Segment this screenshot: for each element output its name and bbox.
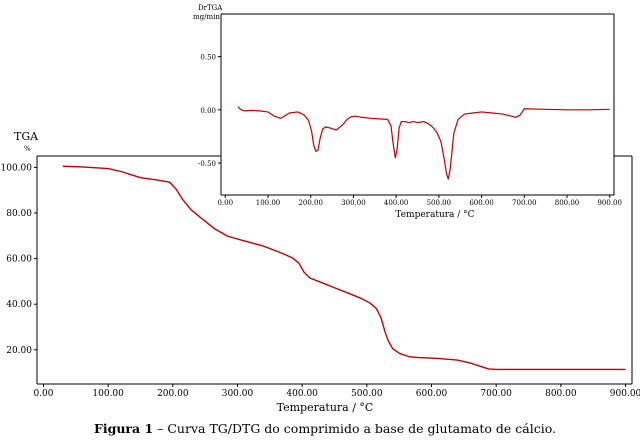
y-tick-label: 100.00: [1, 163, 33, 173]
dtg-axes: [220, 13, 615, 196]
tga-x-label: Temperatura / °C: [277, 401, 374, 414]
dtg-inset-chart: 0.00 100.00 200.00 300.00 400.00 500.00 600.00…: [193, 4, 622, 220]
x-tick-label: 600.00: [469, 199, 494, 207]
dtg-inset-background: [221, 14, 614, 195]
x-tick-label: 400.00: [384, 199, 409, 207]
dtg-x-label: Temperatura / °C: [395, 210, 474, 220]
dtg-y-label: DrTGA: [198, 4, 223, 12]
x-tick-label: 700.00: [512, 199, 537, 207]
y-tick-label: 0.50: [200, 54, 216, 62]
x-tick-label: 0.00: [217, 199, 233, 207]
tga-ticks: 0.00 100.00 200.00 300.00 400.00 500.00 600.00…: [1, 163, 640, 399]
figure-caption: Figura 1 – Curva TG/DTG do comprimido a …: [94, 421, 556, 436]
y-tick-label: 60.00: [6, 255, 32, 265]
x-tick-label: 900.00: [597, 199, 622, 207]
x-tick-label: 500.00: [427, 199, 452, 207]
x-tick-label: 100.00: [256, 199, 281, 207]
tga-curve: [62, 165, 626, 371]
x-tick-label: 600.00: [416, 389, 448, 399]
caption-bold-part: Figura 1: [94, 421, 153, 436]
x-tick-label: 800.00: [555, 199, 580, 207]
x-tick-label: 100.00: [92, 389, 124, 399]
x-tick-label: 500.00: [351, 389, 383, 399]
x-tick-label: 900.00: [610, 389, 640, 399]
x-tick-label: 700.00: [480, 389, 512, 399]
tga-y-label: TGA: [14, 130, 39, 143]
x-tick-label: 300.00: [222, 389, 254, 399]
x-tick-label: 400.00: [286, 389, 318, 399]
y-tick-label: -0.50: [198, 160, 216, 168]
y-tick-label: 40.00: [6, 300, 32, 310]
caption-rest: – Curva TG/DTG do comprimido a base de g…: [153, 421, 556, 436]
x-tick-label: 300.00: [341, 199, 366, 207]
y-tick-label: 80.00: [6, 209, 32, 219]
dtg-curve: [237, 106, 610, 180]
x-tick-label: 800.00: [545, 389, 577, 399]
tga-y-unit: %: [24, 145, 31, 153]
x-tick-label: 0.00: [33, 389, 53, 399]
y-tick-label: 20.00: [6, 346, 32, 356]
dtg-y-unit: mg/min: [193, 13, 220, 21]
y-tick-label: 0.00: [200, 107, 216, 115]
x-tick-label: 200.00: [157, 389, 189, 399]
dtg-ticks: 0.00 100.00 200.00 300.00 400.00 500.00 600.00…: [198, 54, 622, 207]
x-tick-label: 200.00: [298, 199, 323, 207]
